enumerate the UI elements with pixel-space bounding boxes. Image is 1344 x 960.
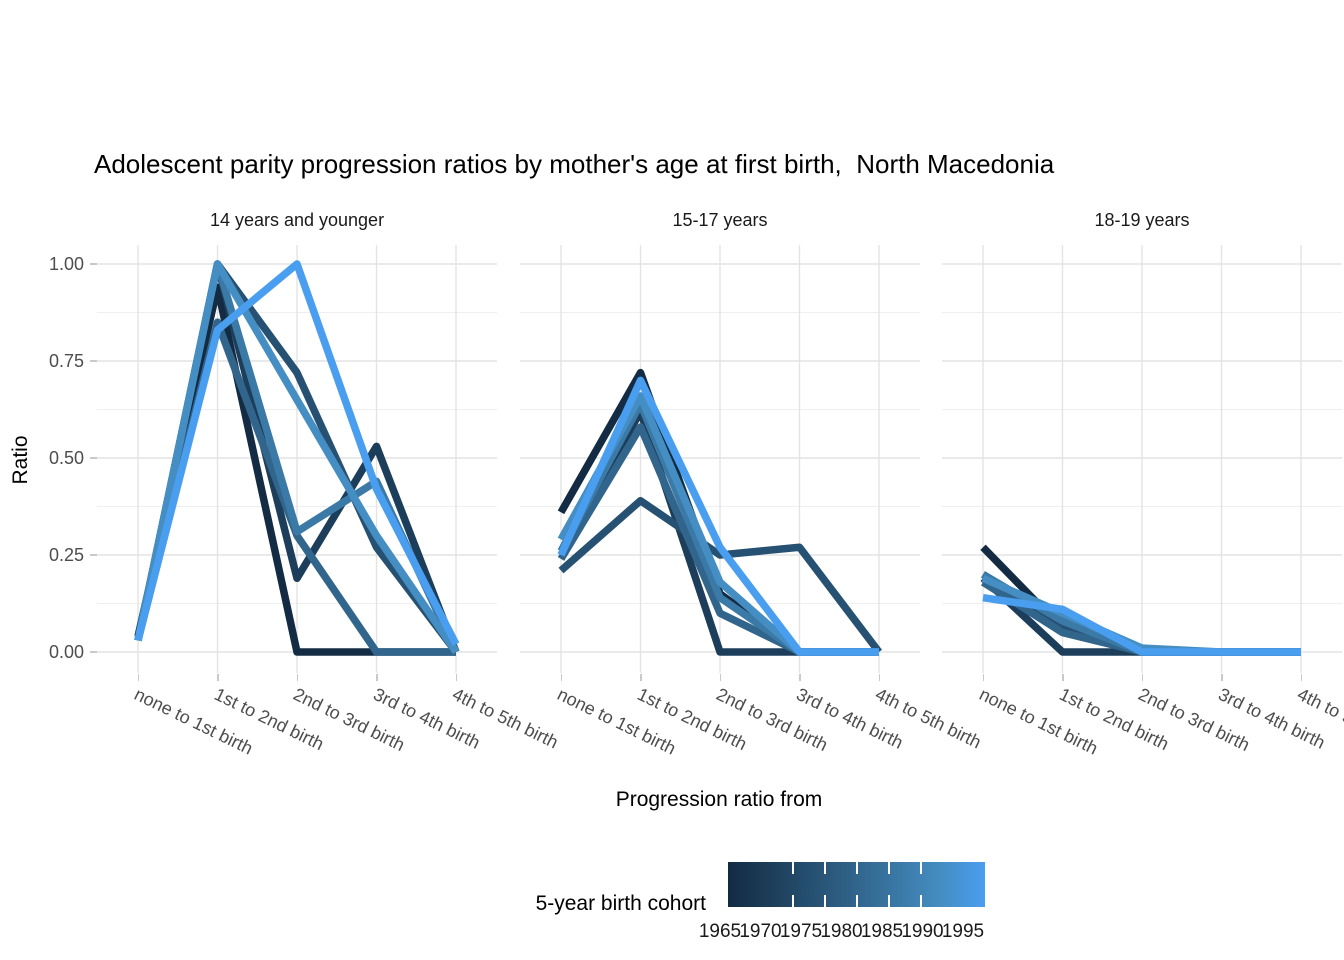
y-tick-label: 0.50 [48, 448, 84, 468]
colorbar-tick [855, 895, 858, 907]
line-cohort-1995 [557, 376, 879, 656]
y-tick-label: 0.25 [48, 545, 84, 565]
legend-label-1985: 1985 [860, 921, 904, 942]
legend-label-1970: 1970 [739, 921, 782, 942]
x-axis-tick [455, 674, 457, 681]
x-axis-tick [1300, 674, 1302, 681]
legend-label-1965: 1965 [698, 921, 742, 942]
x-axis-tick [1062, 674, 1064, 681]
y-tick-label: 1.00 [48, 254, 84, 274]
gridlines [942, 245, 1342, 673]
legend-label-1975: 1975 [779, 921, 823, 942]
colorbar-tick [791, 862, 794, 874]
colorbar-tick [855, 862, 858, 874]
x-axis-title: Progression ratio from [615, 788, 823, 811]
gridlines [520, 245, 920, 673]
facet-label-14-and-younger: 14 years and younger [209, 210, 385, 230]
plot-area-1 [97, 245, 497, 673]
colorbar-tick [791, 895, 794, 907]
line-cohort-1995 [134, 260, 460, 646]
y-axis-tick [90, 457, 97, 459]
x-axis-tick [376, 674, 378, 681]
x-axis-tick [719, 674, 721, 681]
x-axis-tick [217, 674, 219, 681]
y-axis-tick [90, 651, 97, 653]
facet-label-15-17: 15-17 years [672, 210, 768, 230]
colorbar-tick [823, 895, 826, 907]
x-axis-tick [296, 674, 298, 681]
facet-label-18-19: 18-19 years [1094, 210, 1190, 230]
colorbar-tick [919, 862, 922, 874]
y-tick-label: 0.75 [48, 351, 84, 371]
legend-label-1995: 1995 [941, 921, 985, 942]
y-axis-tick [90, 554, 97, 556]
y-axis-tick [90, 263, 97, 265]
facet-panel-2 [520, 243, 920, 673]
line-cohort-1995 [982, 593, 1301, 656]
data-lines [980, 544, 1301, 656]
x-axis-tick [1221, 674, 1223, 681]
colorbar-tick [887, 895, 890, 907]
facet-panel-1 [97, 243, 497, 673]
line-cohort-1975 [558, 496, 882, 655]
x-axis-tick [640, 674, 642, 681]
facet-panel-3 [942, 243, 1342, 673]
colorbar-tick [887, 862, 890, 874]
x-axis-tick [1141, 674, 1143, 681]
x-axis-tick [799, 674, 801, 681]
legend-label-1990: 1990 [901, 921, 944, 942]
x-axis-tick [982, 674, 984, 681]
line-cohort-1990 [134, 260, 460, 655]
legend-colorbar [728, 862, 985, 907]
y-axis-tick [90, 360, 97, 362]
x-axis-tick [560, 674, 562, 681]
plot-area-3 [942, 245, 1342, 673]
x-axis-tick [137, 674, 139, 681]
colorbar-tick [919, 895, 922, 907]
x-axis-tick [878, 674, 880, 681]
y-tick-label: 0.00 [48, 642, 84, 662]
data-lines [557, 368, 882, 656]
colorbar-tick [823, 862, 826, 874]
data-lines [134, 260, 460, 656]
plot-area-2 [520, 245, 920, 673]
chart-title: Adolescent parity progression ratios by … [94, 149, 1055, 179]
legend-label-1980: 1980 [820, 921, 863, 942]
legend-title: 5-year birth cohort [535, 892, 706, 915]
